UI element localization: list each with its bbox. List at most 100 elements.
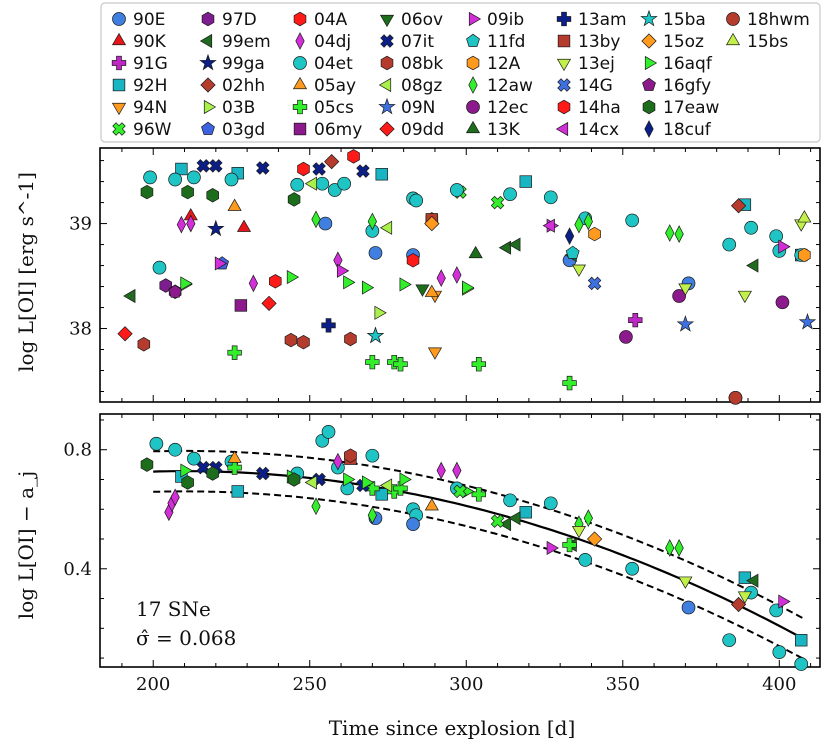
- top-point-03B: [374, 305, 387, 320]
- top-point-13ej: [678, 283, 693, 296]
- legend-label-14ha: 14ha: [578, 98, 621, 118]
- legend-marker-04dj: [295, 32, 305, 50]
- bottom-point-99em: [508, 511, 521, 526]
- legend-item-17eaw: 17eaw: [642, 98, 720, 118]
- legend-item-16aqf: 16aqf: [644, 54, 713, 74]
- legend-marker-13by: [557, 34, 571, 48]
- bottom-point-05cs: [562, 537, 577, 553]
- bottom-point-90E: [681, 600, 696, 615]
- legend-label-03B: 03B: [222, 98, 255, 118]
- bottom-point-13ej: [678, 576, 693, 589]
- bottom-ytick-label: 0.4: [63, 559, 92, 580]
- legend-label-16gfy: 16gfy: [663, 76, 711, 96]
- top-point-12ec: [672, 289, 686, 303]
- top-point-08bk: [284, 332, 298, 348]
- top-point-15bs: [797, 210, 812, 223]
- legend-marker-92H: [112, 78, 126, 92]
- bottom-point-09ib: [778, 594, 791, 609]
- top-point-04et: [187, 170, 201, 185]
- bottom-point-04et: [321, 425, 336, 439]
- legend-label-15oz: 15oz: [663, 32, 704, 52]
- top-point-09ib: [214, 256, 228, 271]
- top-point-04dj: [436, 269, 446, 288]
- bottom-point-17eaw: [140, 457, 154, 472]
- bottom-point-04et: [543, 496, 558, 511]
- top-point-09dd: [261, 295, 277, 311]
- legend-item-92H: 92H: [112, 76, 167, 96]
- legend-label-05cs: 05cs: [314, 98, 354, 118]
- legend-marker-07it: [380, 34, 394, 48]
- top-point-12aw: [367, 212, 377, 231]
- top-point-04et: [337, 176, 352, 191]
- legend-label-04et: 04et: [314, 54, 353, 74]
- legend-label-08bk: 08bk: [401, 54, 443, 74]
- bottom-point-05cs: [393, 481, 408, 496]
- bottom-point-04et: [772, 645, 787, 659]
- bottom-point-99em: [746, 573, 759, 588]
- top-point-13K: [468, 245, 483, 259]
- bottom-point-09ib: [546, 540, 559, 556]
- legend-label-16aqf: 16aqf: [663, 54, 713, 74]
- top-point-13am: [321, 318, 336, 333]
- top-point-04dj: [248, 274, 259, 293]
- bottom-point-05ay: [424, 498, 439, 511]
- bottom-point-04et: [168, 442, 182, 457]
- legend-marker-12aw: [468, 76, 478, 94]
- legend-marker-11fd: [466, 33, 480, 47]
- legend-marker-13K: [465, 120, 481, 134]
- legend-item-13K: 13K: [465, 120, 521, 140]
- legend-marker-99em: [199, 33, 213, 49]
- bottom-point-04et: [503, 493, 517, 508]
- bottom-point-04dj: [452, 461, 462, 480]
- legend-item-18cuf: 18cuf: [644, 120, 712, 140]
- bottom-ytick-label: 0.8: [63, 440, 92, 461]
- bottom-point-92H: [519, 506, 532, 519]
- top-point-91G: [628, 312, 643, 328]
- bottom-point-90E: [406, 517, 420, 531]
- top-point-12aw: [311, 210, 321, 229]
- top-point-07it: [256, 161, 270, 175]
- legend-label-14cx: 14cx: [578, 120, 619, 140]
- legend-marker-05cs: [292, 99, 308, 115]
- top-point-05cs: [562, 375, 577, 391]
- bottom-point-05ay: [227, 450, 242, 463]
- top-point-04et: [744, 220, 758, 235]
- top-point-04et: [722, 237, 737, 252]
- top-point-14cx: [542, 218, 555, 233]
- top-point-94N: [427, 347, 443, 360]
- legend-item-04et: 04et: [293, 54, 353, 74]
- legend-marker-14cx: [555, 121, 569, 137]
- legend-label-09ib: 09ib: [487, 10, 524, 30]
- top-frame: [99, 147, 821, 403]
- top-point-07it: [312, 162, 326, 176]
- bottom-xtick-label: 350: [606, 674, 640, 695]
- top-point-90E: [318, 216, 333, 231]
- top-point-04et: [503, 187, 517, 202]
- bottom-xtick-label: 400: [762, 674, 796, 695]
- legend-label-90K: 90K: [133, 32, 167, 52]
- legend-marker-97D: [201, 11, 215, 27]
- legend-label-18hwm: 18hwm: [747, 10, 810, 30]
- top-point-14G: [587, 276, 602, 291]
- legend-marker-05ay: [292, 76, 308, 90]
- legend-marker-08bk: [380, 55, 394, 71]
- top-point-02hh: [730, 198, 747, 214]
- legend-marker-04et: [293, 56, 307, 70]
- top-point-04dj: [186, 214, 196, 233]
- bottom-point-04et: [187, 451, 201, 466]
- legend-item-94N: 94N: [111, 98, 167, 118]
- bottom-xtick-label: 300: [449, 674, 483, 695]
- legend-label-12A: 12A: [487, 54, 521, 74]
- legend-label-06ov: 06ov: [401, 10, 443, 30]
- bottom-point-13ej: [571, 525, 587, 539]
- top-point-99em: [508, 237, 521, 252]
- legend-item-06ov: 06ov: [379, 10, 443, 30]
- legend-label-90E: 90E: [133, 10, 165, 30]
- top-point-04et: [327, 183, 342, 197]
- bottom-xtick-label: 250: [293, 674, 327, 695]
- legend-label-92H: 92H: [133, 76, 167, 96]
- annotation-sigma: σ̂ = 0.068: [136, 626, 236, 650]
- bottom-point-02hh: [730, 596, 747, 613]
- legend-label-13ej: 13ej: [578, 54, 615, 74]
